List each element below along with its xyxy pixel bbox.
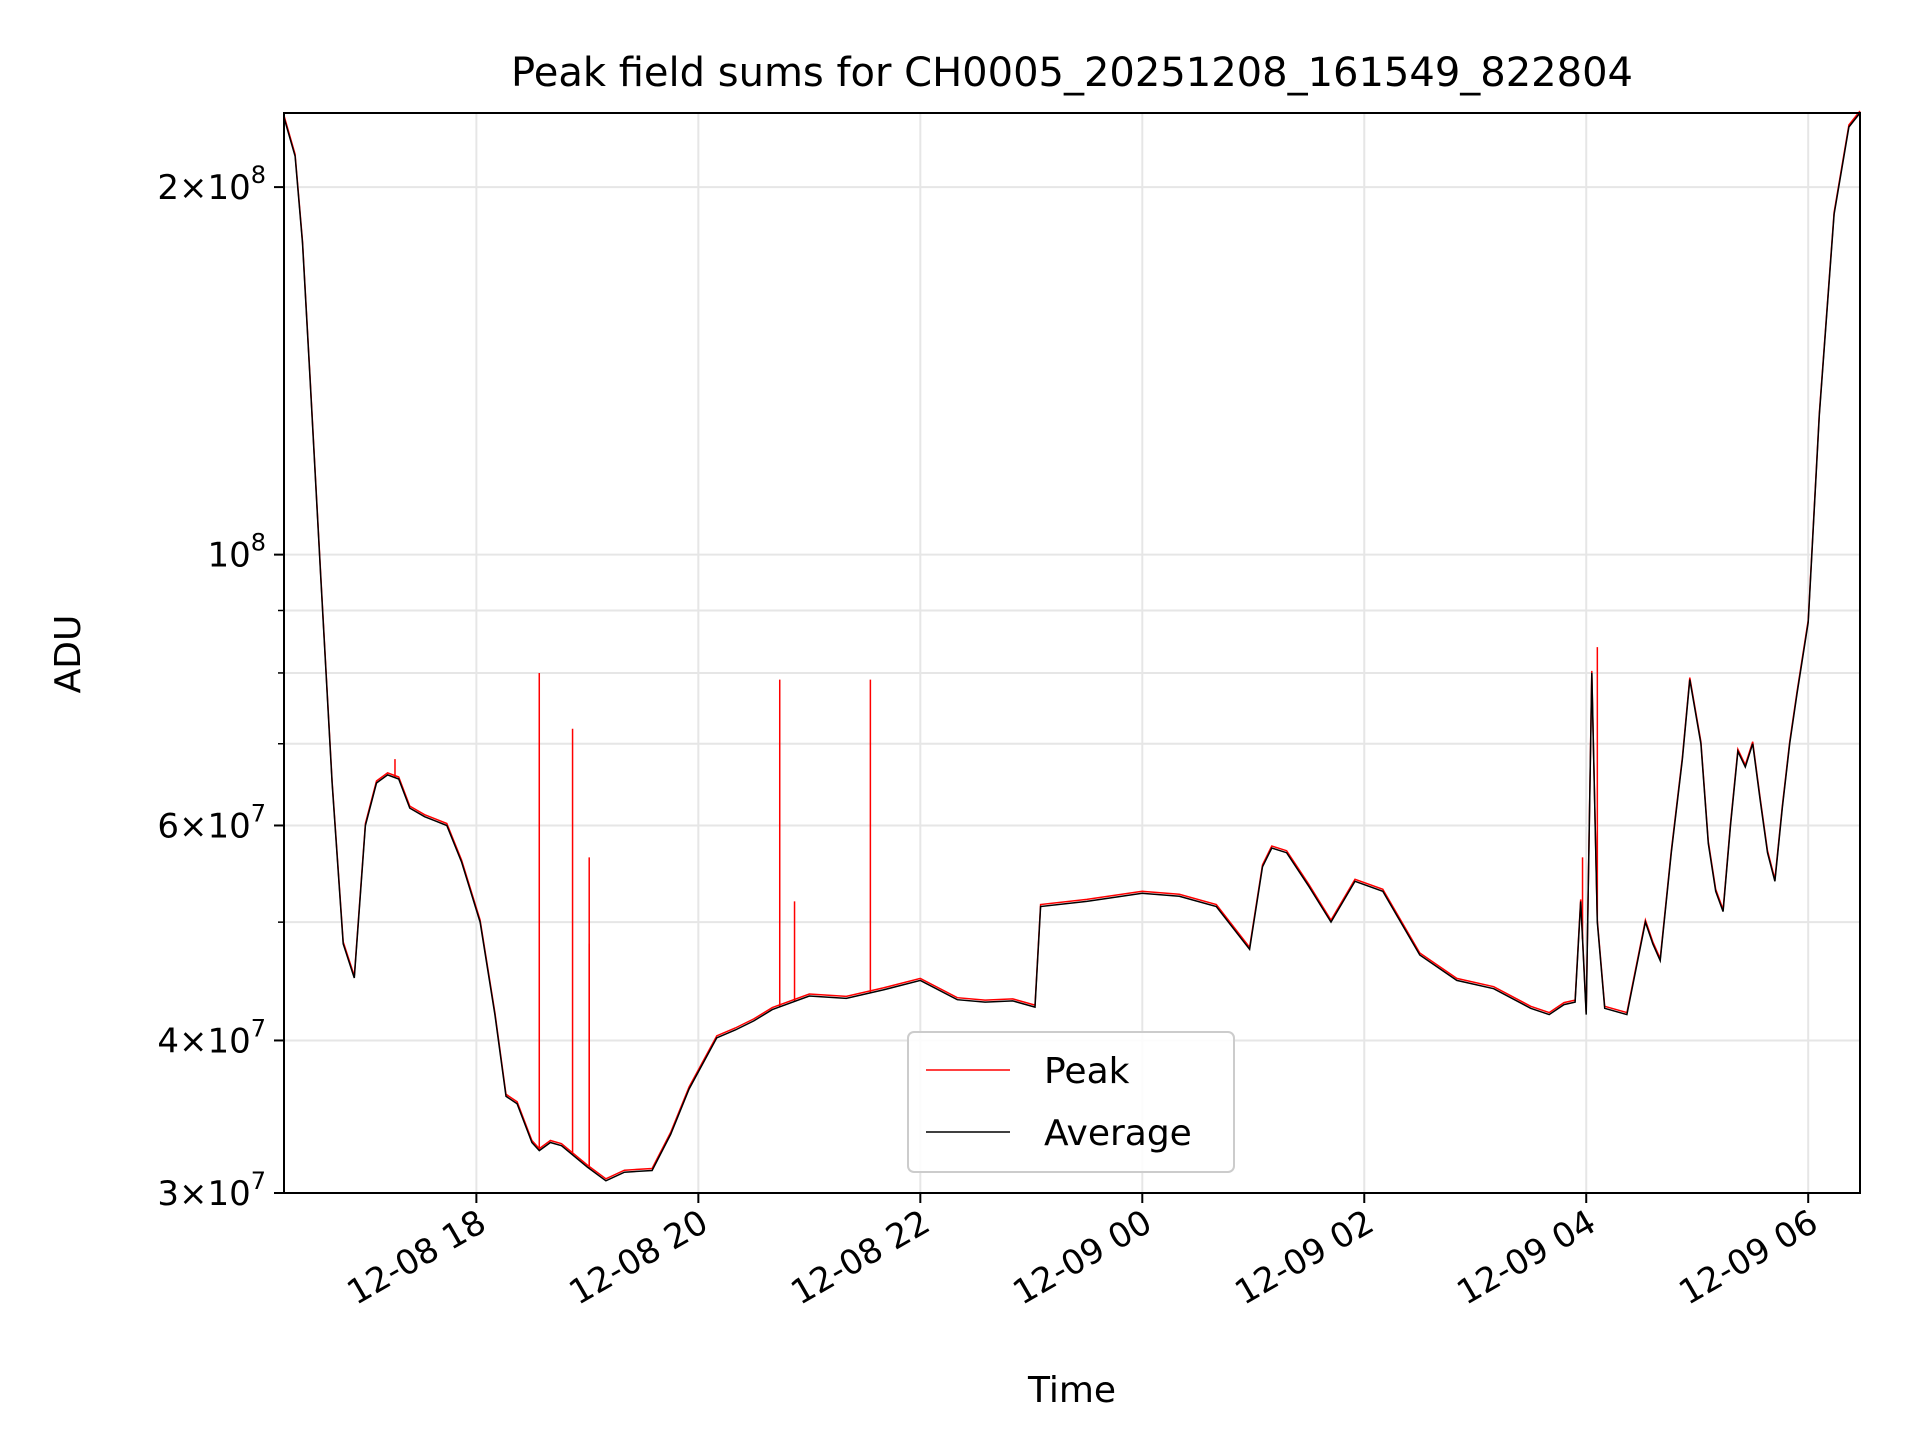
legend-box: [907, 1031, 1235, 1173]
legend-label-peak: Peak: [1044, 1051, 1130, 1092]
y-tick-label-exponent: 8: [251, 529, 266, 557]
y-tick-label-exponent: 8: [251, 161, 266, 189]
y-tick-label-base: 10: [207, 536, 250, 576]
legend-label-average: Average: [1044, 1113, 1192, 1154]
x-axis-label: Time: [1027, 1370, 1116, 1411]
y-tick-label-base: 2×10: [157, 168, 250, 208]
y-tick-label-exponent: 7: [251, 799, 266, 827]
y-tick-label-exponent: 7: [251, 1167, 266, 1195]
y-tick-label-base: 3×10: [157, 1174, 250, 1214]
y-tick-label-base: 4×10: [157, 1021, 250, 1061]
plot-frame: [283, 112, 1861, 1194]
y-tick-label: 108: [207, 529, 266, 576]
y-tick-label: 6×107: [157, 799, 266, 846]
y-tick-label-exponent: 7: [251, 1014, 266, 1042]
y-tick-label: 3×107: [157, 1167, 266, 1214]
series-layer: [283, 110, 1861, 1182]
y-axis-label: ADU: [48, 615, 89, 694]
y-tick-label: 4×107: [157, 1014, 266, 1061]
chart-title: Peak field sums for CH0005_20251208_1615…: [511, 50, 1633, 96]
y-tick-label-base: 6×10: [157, 806, 250, 846]
series-line-average: [283, 112, 1861, 1182]
legend: Peak Average: [907, 1031, 1235, 1173]
y-tick-label: 2×108: [157, 161, 266, 208]
